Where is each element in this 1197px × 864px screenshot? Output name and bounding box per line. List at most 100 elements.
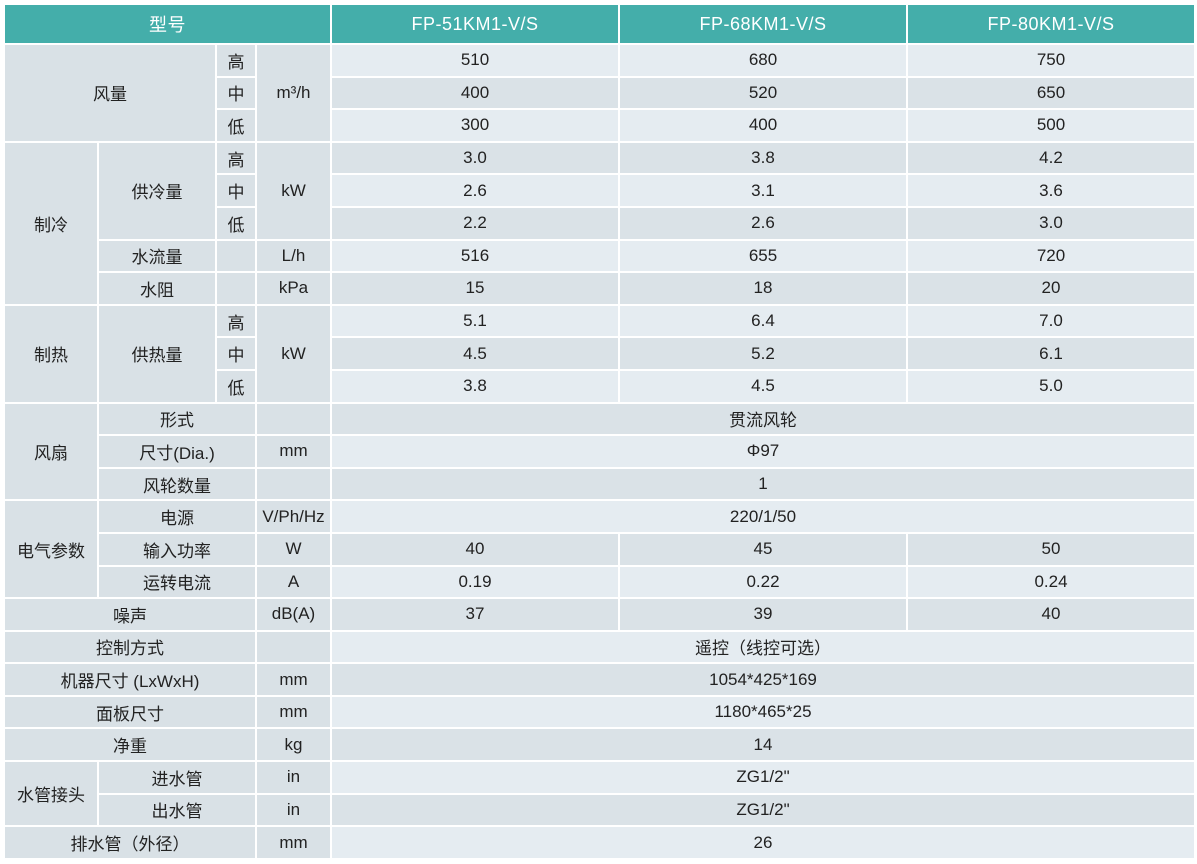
row-label: A — [255, 564, 332, 600]
value-cell: 26 — [330, 825, 1196, 860]
row-label — [255, 401, 332, 437]
value-cell: 1 — [330, 466, 1196, 502]
row-label: 低 — [215, 205, 257, 241]
row-label: 进水管 — [97, 760, 257, 795]
value-cell: 2.2 — [330, 205, 620, 241]
row-label — [215, 238, 257, 274]
row-label: 中 — [215, 173, 257, 208]
row-label: 制热 — [3, 303, 99, 404]
value-cell: 45 — [618, 531, 908, 567]
table-row: 水流量 L/h 516 655 720 — [4, 238, 1196, 274]
row-label: in — [255, 760, 332, 795]
row-label: mm — [255, 434, 332, 469]
table-row: 控制方式 遥控（线控可选） — [3, 629, 1196, 665]
table-row: 水阻 kPa 15 18 20 — [4, 271, 1196, 306]
row-label: mm — [255, 825, 332, 860]
table-row: 中 2.6 3.1 3.6 — [4, 173, 1196, 208]
table-row: 排水管（外径） mm 26 — [3, 825, 1196, 860]
value-cell: 4.5 — [330, 336, 620, 371]
value-cell: 贯流风轮 — [330, 401, 1196, 437]
row-label: 低 — [215, 368, 257, 404]
value-cell: 516 — [330, 238, 620, 274]
table-row: 低 3.8 4.5 5.0 — [4, 368, 1196, 404]
table-row: 低 300 400 500 — [4, 108, 1196, 143]
value-cell: 40 — [330, 531, 620, 567]
value-cell: 3.8 — [618, 140, 908, 176]
row-label: 电气参数 — [3, 499, 99, 600]
row-label: 尺寸(Dia.) — [97, 434, 257, 469]
value-cell: 5.1 — [330, 303, 620, 339]
value-cell: 遥控（线控可选） — [330, 629, 1196, 665]
value-cell: 750 — [906, 43, 1196, 78]
value-cell: 5.0 — [906, 368, 1196, 404]
table-row: 噪声 dB(A) 37 39 40 — [3, 597, 1196, 632]
row-label: 净重 — [3, 727, 257, 763]
table-row: 风量高 m³/h 510 680 750 — [3, 43, 1196, 143]
value-cell: 2.6 — [330, 173, 620, 208]
value-cell: 1054*425*169 — [330, 662, 1196, 697]
value-cell: 400 — [330, 75, 620, 111]
row-label — [215, 271, 257, 306]
row-label: 输入功率 — [97, 531, 257, 567]
row-label: 运转电流 — [97, 564, 257, 600]
row-label: 面板尺寸 — [3, 694, 257, 730]
value-cell: 0.22 — [618, 564, 908, 600]
table-row: 电气参数 电源 V/Ph/Hz 220/1/50 — [3, 499, 1196, 600]
value-cell: 6.4 — [618, 303, 908, 339]
value-cell: 6.1 — [906, 336, 1196, 371]
value-cell: 40 — [906, 597, 1196, 632]
value-cell: 655 — [618, 238, 908, 274]
row-label: 风扇 — [3, 401, 99, 502]
table-row: 净重 kg 14 — [3, 727, 1196, 763]
value-cell: Φ97 — [330, 434, 1196, 469]
table-row: 面板尺寸 mm 1180*465*25 — [3, 694, 1196, 730]
table-row: 中 400 520 650 — [4, 75, 1196, 111]
row-label: 高 — [215, 140, 257, 176]
value-cell: 680 — [618, 43, 908, 78]
table-row: 风扇 形式 贯流风轮 — [3, 401, 1196, 502]
table-row: 风轮数量 1 — [4, 466, 1196, 502]
row-label: 风轮数量 — [97, 466, 257, 502]
value-cell: 220/1/50 — [330, 499, 1196, 534]
value-cell: 3.0 — [330, 140, 620, 176]
row-label: V/Ph/Hz — [255, 499, 332, 534]
model-label: 型号 — [3, 3, 332, 45]
row-label: 中 — [215, 75, 257, 111]
row-label: 低 — [215, 108, 257, 143]
value-cell: 3.6 — [906, 173, 1196, 208]
table-row: 中 4.5 5.2 6.1 — [4, 336, 1196, 371]
value-cell: 3.1 — [618, 173, 908, 208]
value-cell: 37 — [330, 597, 620, 632]
table-row: 尺寸(Dia.) mm Φ97 — [4, 434, 1196, 469]
row-label: 噪声 — [3, 597, 257, 632]
value-cell: ZG1/2" — [330, 760, 1196, 795]
value-cell: 2.6 — [618, 205, 908, 241]
value-cell: 15 — [330, 271, 620, 306]
row-label: m³/h — [255, 43, 332, 143]
row-label: 中 — [215, 336, 257, 371]
value-cell: 4.5 — [618, 368, 908, 404]
model-header: FP-51KM1-V/S — [330, 3, 620, 45]
model-header: FP-68KM1-V/S — [618, 3, 908, 45]
value-cell: 5.2 — [618, 336, 908, 371]
row-label: 机器尺寸 (LxWxH) — [3, 662, 257, 697]
row-label: 电源 — [97, 499, 257, 534]
table-row: 运转电流 A 0.19 0.22 0.24 — [4, 564, 1196, 600]
table-row: 水管接头 进水管 in ZG1/2" — [3, 760, 1196, 828]
value-cell: 20 — [906, 271, 1196, 306]
row-label: 水流量 — [97, 238, 217, 274]
value-cell: 300 — [330, 108, 620, 143]
row-label: L/h — [255, 238, 332, 274]
value-cell: 14 — [330, 727, 1196, 763]
value-cell: 39 — [618, 597, 908, 632]
value-cell: 400 — [618, 108, 908, 143]
row-label: 高 — [215, 43, 257, 78]
row-label: mm — [255, 662, 332, 697]
row-label: kW — [255, 140, 332, 241]
value-cell: 720 — [906, 238, 1196, 274]
row-label: 制冷 — [3, 140, 99, 306]
row-label: 供冷量 — [97, 140, 217, 241]
value-cell: 0.24 — [906, 564, 1196, 600]
table-row: 输入功率 W 40 45 50 — [4, 531, 1196, 567]
row-label: 排水管（外径） — [3, 825, 257, 860]
